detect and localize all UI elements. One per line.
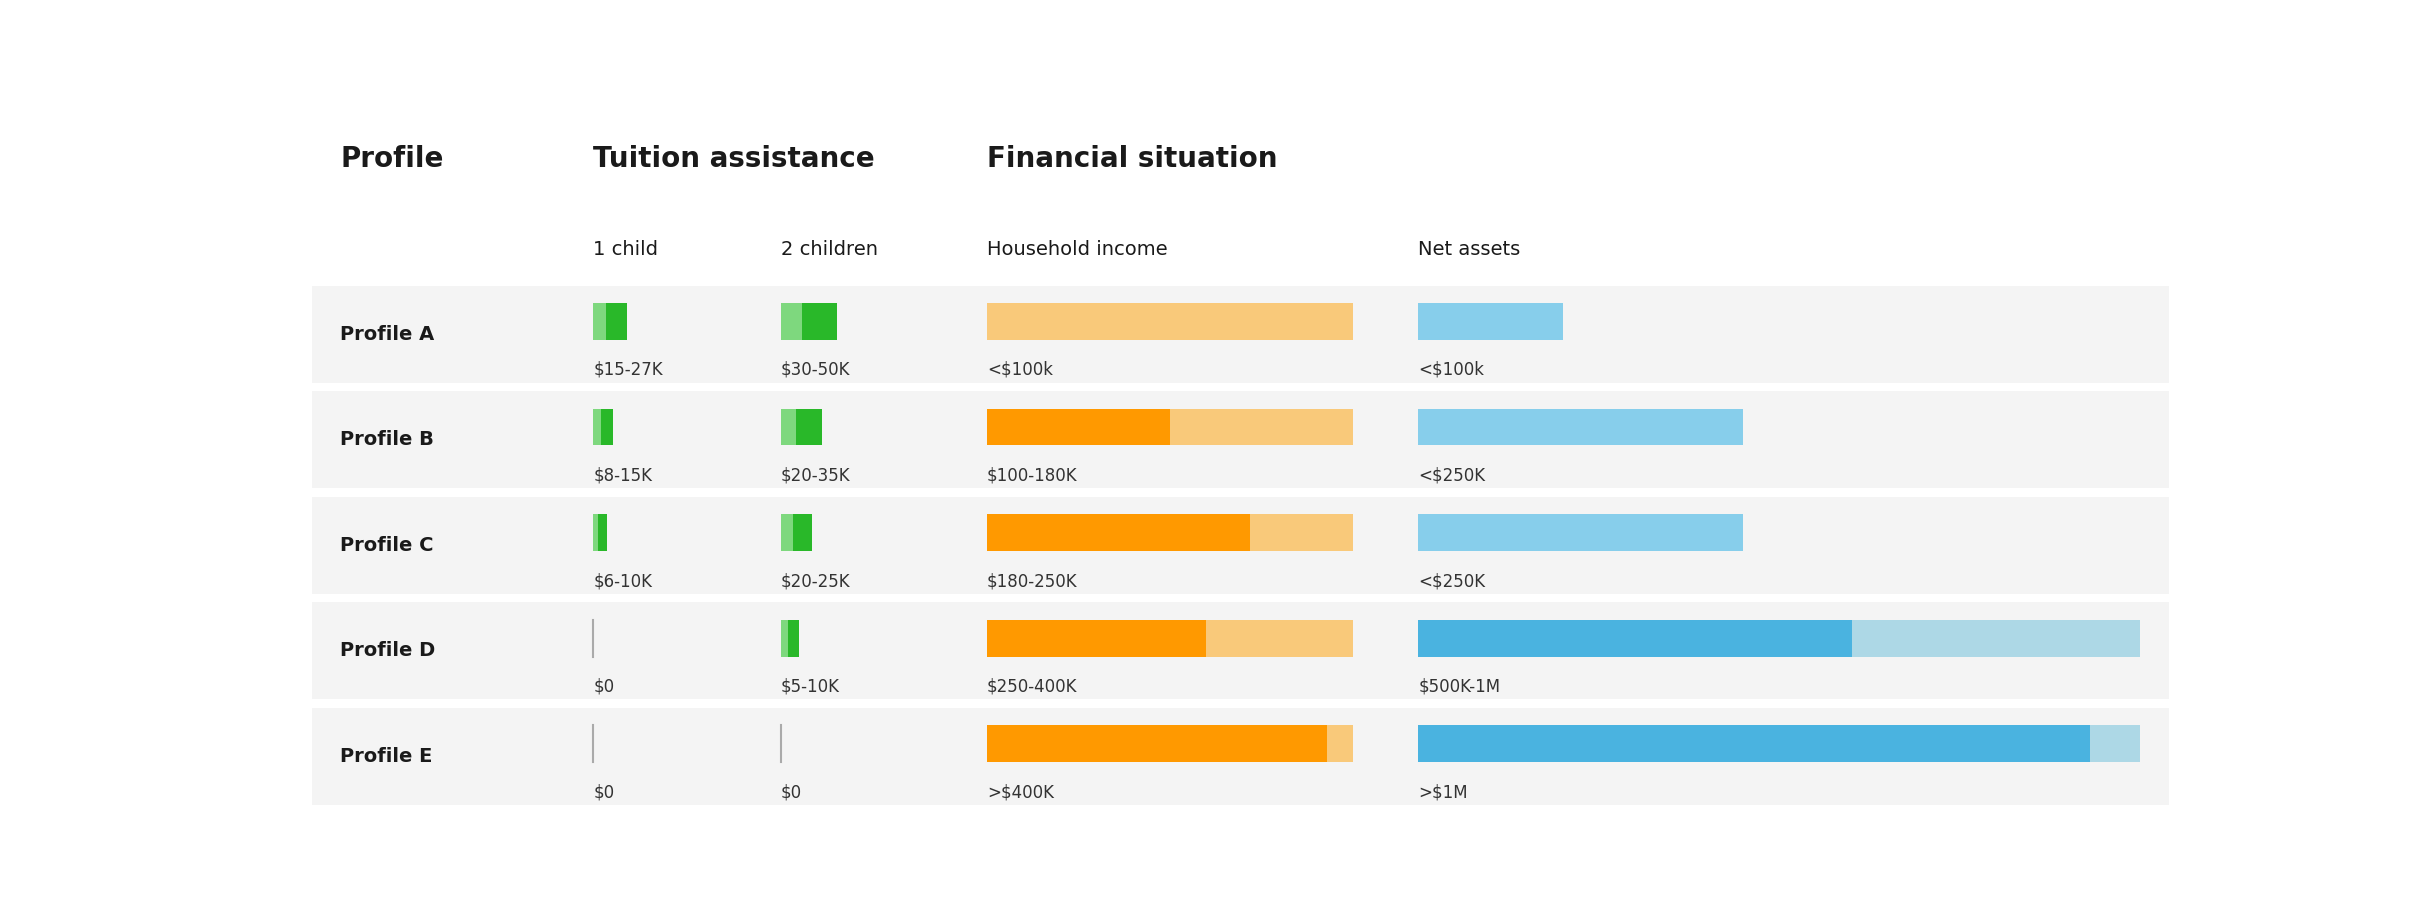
Text: $0: $0: [593, 783, 615, 802]
Text: $100-180K: $100-180K: [987, 466, 1077, 484]
Text: Financial situation: Financial situation: [987, 145, 1278, 173]
FancyBboxPatch shape: [987, 303, 1353, 340]
Text: Profile B: Profile B: [339, 430, 433, 450]
FancyBboxPatch shape: [796, 409, 823, 445]
Text: Tuition assistance: Tuition assistance: [593, 145, 874, 173]
Text: $8-15K: $8-15K: [593, 466, 653, 484]
Text: <$100k: <$100k: [987, 361, 1053, 379]
Text: $180-250K: $180-250K: [987, 572, 1077, 590]
Text: Profile D: Profile D: [339, 642, 436, 661]
FancyBboxPatch shape: [782, 620, 789, 656]
FancyBboxPatch shape: [1851, 620, 2139, 656]
FancyBboxPatch shape: [312, 391, 2168, 488]
Text: Household income: Household income: [987, 239, 1169, 259]
Text: $0: $0: [593, 677, 615, 696]
Text: $15-27K: $15-27K: [593, 361, 663, 379]
FancyBboxPatch shape: [1418, 515, 1742, 551]
Text: <$250K: <$250K: [1418, 572, 1486, 590]
FancyBboxPatch shape: [803, 303, 837, 340]
FancyBboxPatch shape: [593, 409, 600, 445]
FancyBboxPatch shape: [1169, 409, 1353, 445]
Text: Profile C: Profile C: [339, 536, 433, 555]
Text: Profile A: Profile A: [339, 324, 433, 344]
Text: Profile E: Profile E: [339, 747, 433, 766]
FancyBboxPatch shape: [312, 602, 2168, 699]
FancyBboxPatch shape: [987, 515, 1251, 551]
Text: >$400K: >$400K: [987, 783, 1055, 802]
FancyBboxPatch shape: [312, 497, 2168, 594]
FancyBboxPatch shape: [605, 303, 627, 340]
Text: $20-35K: $20-35K: [782, 466, 849, 484]
FancyBboxPatch shape: [600, 409, 612, 445]
Text: <$100k: <$100k: [1418, 361, 1483, 379]
FancyBboxPatch shape: [1208, 620, 1353, 656]
Text: >$1M: >$1M: [1418, 783, 1469, 802]
Text: 2 children: 2 children: [782, 239, 878, 259]
FancyBboxPatch shape: [987, 726, 1326, 762]
Text: Profile: Profile: [339, 145, 443, 173]
FancyBboxPatch shape: [598, 515, 607, 551]
FancyBboxPatch shape: [782, 409, 796, 445]
FancyBboxPatch shape: [1418, 620, 1851, 656]
FancyBboxPatch shape: [791, 515, 811, 551]
Text: $500K-1M: $500K-1M: [1418, 677, 1500, 696]
Text: $20-25K: $20-25K: [782, 572, 849, 590]
FancyBboxPatch shape: [987, 620, 1208, 656]
Text: $30-50K: $30-50K: [782, 361, 849, 379]
Text: $250-400K: $250-400K: [987, 677, 1077, 696]
FancyBboxPatch shape: [593, 515, 598, 551]
FancyBboxPatch shape: [1418, 303, 1563, 340]
FancyBboxPatch shape: [782, 515, 791, 551]
FancyBboxPatch shape: [1326, 726, 1353, 762]
FancyBboxPatch shape: [789, 620, 799, 656]
FancyBboxPatch shape: [782, 303, 803, 340]
Text: $0: $0: [782, 783, 801, 802]
FancyBboxPatch shape: [1418, 409, 1742, 445]
Text: Net assets: Net assets: [1418, 239, 1520, 259]
FancyBboxPatch shape: [1251, 515, 1353, 551]
FancyBboxPatch shape: [593, 303, 605, 340]
FancyBboxPatch shape: [987, 409, 1169, 445]
Text: 1 child: 1 child: [593, 239, 658, 259]
FancyBboxPatch shape: [312, 285, 2168, 383]
FancyBboxPatch shape: [2091, 726, 2139, 762]
Text: $5-10K: $5-10K: [782, 677, 840, 696]
Text: <$250K: <$250K: [1418, 466, 1486, 484]
FancyBboxPatch shape: [312, 708, 2168, 805]
FancyBboxPatch shape: [1418, 726, 2091, 762]
Text: $6-10K: $6-10K: [593, 572, 653, 590]
